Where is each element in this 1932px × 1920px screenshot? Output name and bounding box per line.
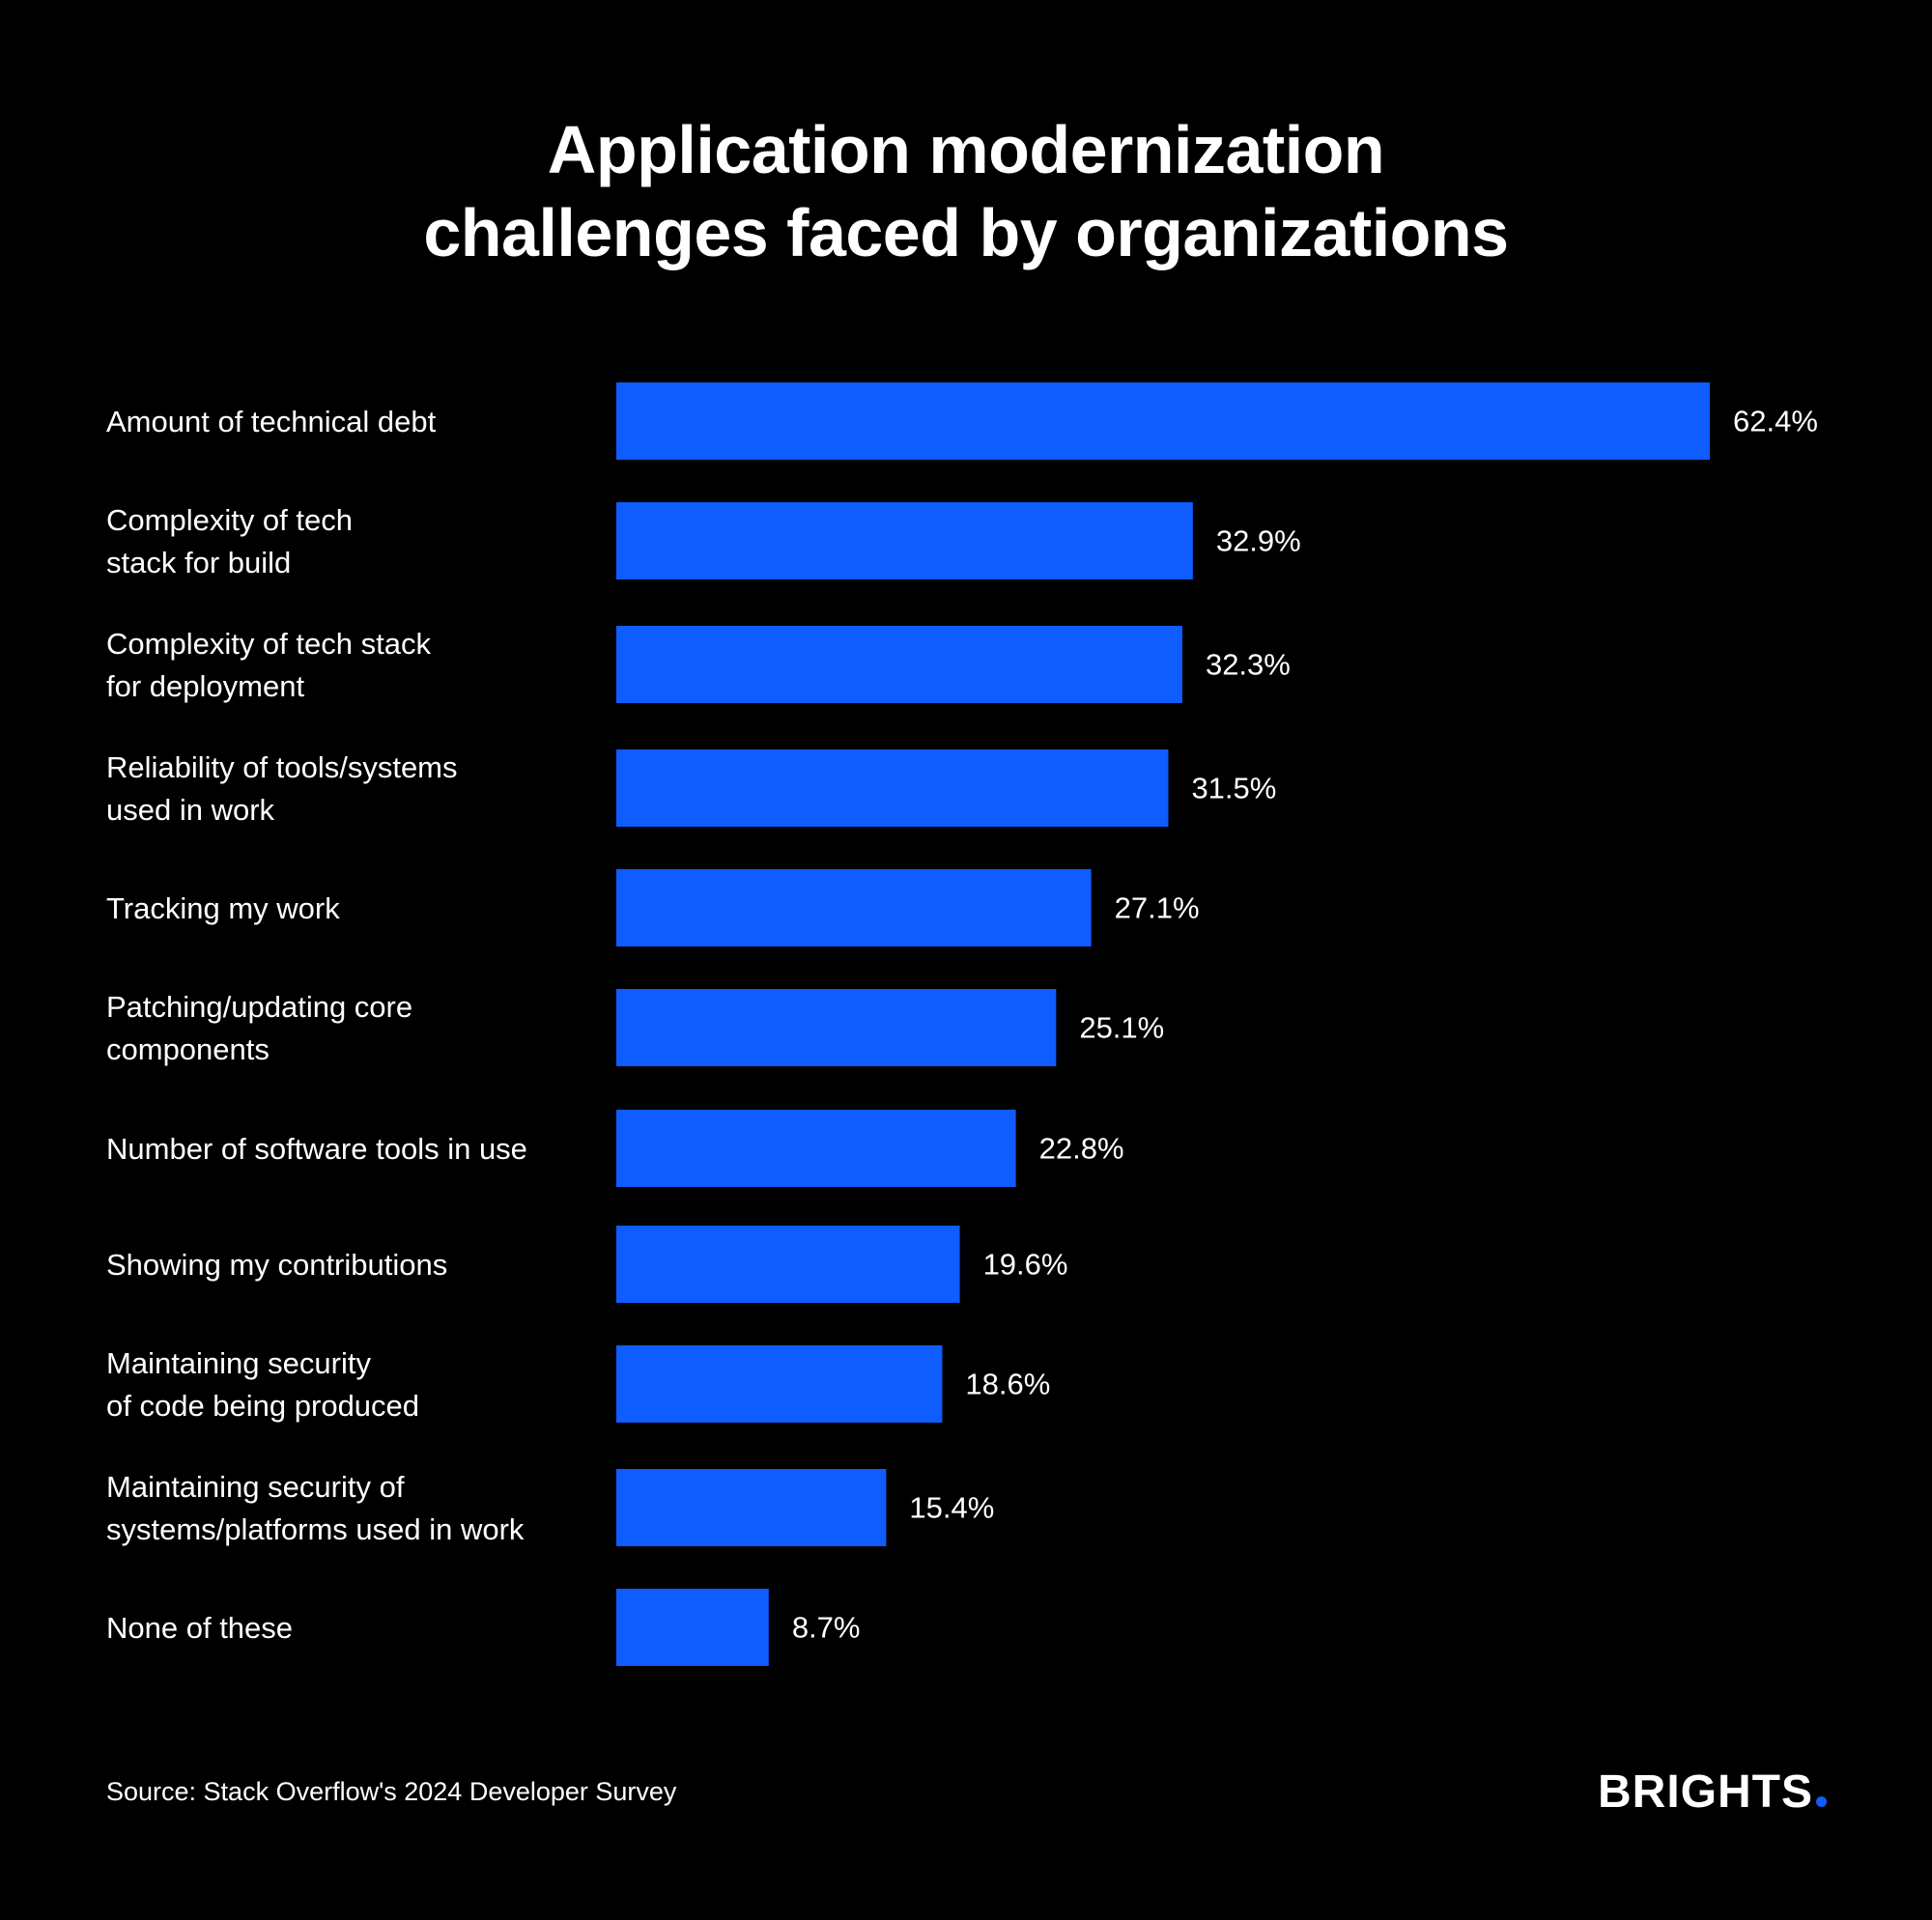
category-label-line: Maintaining security of (106, 1470, 405, 1504)
category-label-line: Reliability of tools/systems (106, 750, 458, 784)
category-label: Number of software tools in use (106, 1132, 527, 1166)
category-label: Complexity of tech stack for build (106, 503, 353, 579)
category-label: Patching/updating core components (106, 990, 412, 1066)
value-label: 25.1% (1079, 1011, 1164, 1045)
bar (616, 1469, 887, 1546)
bar (616, 1226, 960, 1303)
category-label: Complexity of tech stack for deployment (106, 627, 431, 703)
category-label-line: Maintaining security (106, 1346, 371, 1380)
bar (616, 1110, 1016, 1187)
source-note: Source: Stack Overflow's 2024 Developer … (106, 1777, 677, 1806)
category-label: Amount of technical debt (106, 405, 437, 438)
value-label: 31.5% (1191, 772, 1276, 805)
category-label: Maintaining security of code being produc… (106, 1346, 419, 1423)
category-label-line: Complexity of tech (106, 503, 353, 537)
value-label: 8.7% (792, 1611, 861, 1645)
value-label: 32.3% (1206, 648, 1291, 682)
category-label-line: used in work (106, 793, 275, 827)
category-label-line: stack for build (106, 546, 291, 579)
value-label: 15.4% (909, 1491, 994, 1525)
chart-title: Application modernization challenges fac… (423, 112, 1509, 270)
value-label: 27.1% (1115, 891, 1200, 925)
category-label: Showing my contributions (106, 1248, 447, 1282)
category-label: Maintaining security of systems/platforms… (106, 1470, 525, 1546)
category-label-line: Amount of technical debt (106, 405, 437, 438)
category-label-line: Tracking my work (106, 891, 340, 925)
category-label-line: None of these (106, 1611, 293, 1645)
bar (616, 626, 1182, 703)
category-label-line: Showing my contributions (106, 1248, 447, 1282)
category-label-line: systems/platforms used in work (106, 1512, 525, 1546)
value-label: 22.8% (1039, 1132, 1124, 1166)
category-label-line: for deployment (106, 669, 304, 703)
category-label-line: Number of software tools in use (106, 1132, 527, 1166)
brand-dot-icon (1816, 1796, 1827, 1807)
bar (616, 749, 1169, 827)
category-label: Tracking my work (106, 891, 340, 925)
bar (616, 1589, 769, 1666)
brand-logo-text: BRIGHTS (1598, 1766, 1813, 1818)
category-label-line: Complexity of tech stack (106, 627, 431, 661)
bar (616, 869, 1092, 946)
bar (616, 382, 1710, 460)
bar (616, 989, 1057, 1066)
value-label: 19.6% (983, 1248, 1068, 1282)
value-label: 62.4% (1733, 405, 1818, 438)
category-label: Reliability of tools/systems used in work (106, 750, 458, 827)
category-label-line: of code being produced (106, 1389, 419, 1423)
bar (616, 502, 1193, 579)
category-label-line: components (106, 1032, 270, 1066)
brand-logo: BRIGHTS (1598, 1764, 1827, 1821)
value-label: 32.9% (1216, 524, 1301, 558)
category-label: None of these (106, 1611, 293, 1645)
category-label-line: Patching/updating core (106, 990, 412, 1024)
value-label: 18.6% (965, 1368, 1050, 1401)
bar (616, 1345, 943, 1423)
bars-layer: Amount of technical debt 62.4% Complexity … (106, 382, 1818, 1666)
